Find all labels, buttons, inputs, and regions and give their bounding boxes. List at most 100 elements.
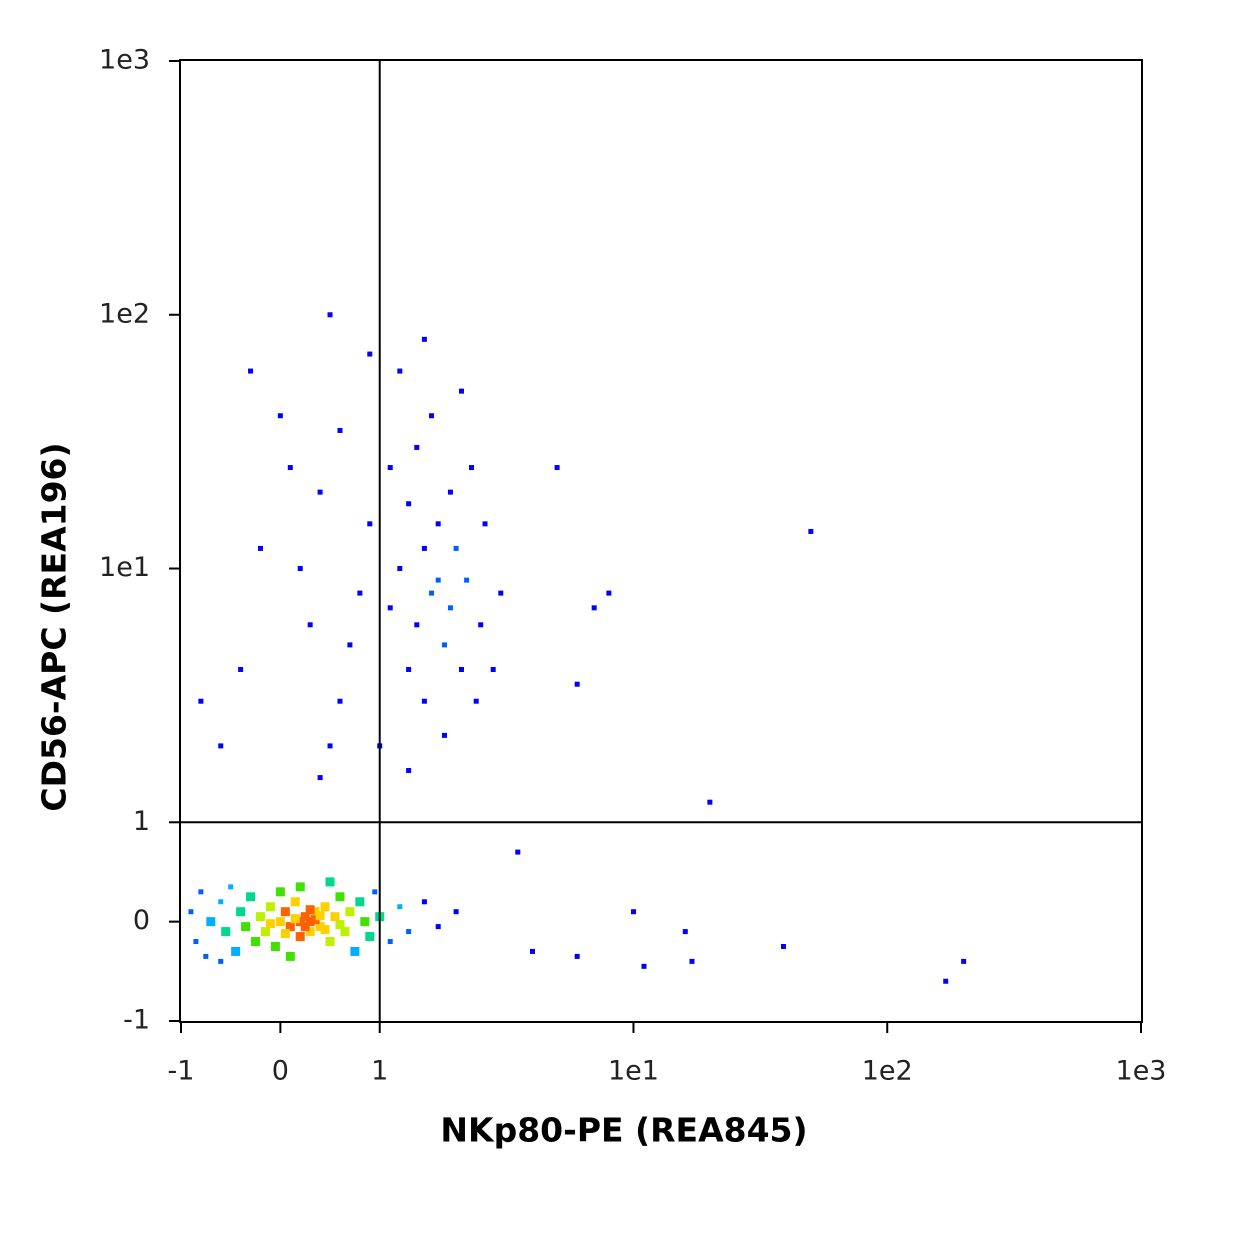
event-dot xyxy=(591,605,597,611)
event-dot xyxy=(305,917,315,927)
event-dot xyxy=(257,545,263,551)
event-dot xyxy=(231,946,241,956)
event-dot xyxy=(203,953,209,959)
event-dot xyxy=(221,927,231,937)
event-dot xyxy=(414,622,420,628)
event-dot xyxy=(228,884,234,890)
event-dot xyxy=(808,528,814,534)
event-dot xyxy=(367,521,373,527)
x-axis-label: NKp80-PE (REA845) xyxy=(440,1111,807,1150)
event-dot xyxy=(515,849,521,855)
event-dot xyxy=(295,917,305,927)
event-dot xyxy=(295,882,305,892)
y-tick-label: 0 xyxy=(133,905,150,936)
y-axis-label: CD56-APC (REA196) xyxy=(35,442,74,811)
event-dot xyxy=(961,958,967,964)
plot-frame xyxy=(179,59,1143,1023)
event-dot xyxy=(280,907,290,917)
event-dot xyxy=(265,919,275,929)
event-dot xyxy=(238,667,244,673)
event-dot xyxy=(317,775,323,781)
event-dot xyxy=(280,929,290,939)
event-dot xyxy=(943,978,949,984)
event-dot xyxy=(347,642,353,648)
event-dot xyxy=(447,605,453,611)
event-dot xyxy=(641,963,647,969)
event-dot xyxy=(315,911,325,921)
event-dot xyxy=(458,388,464,394)
event-dot xyxy=(429,413,435,419)
event-dot xyxy=(218,899,224,905)
event-dot xyxy=(270,941,280,951)
event-dot xyxy=(248,368,254,374)
event-dot xyxy=(218,743,224,749)
event-dot xyxy=(372,889,378,895)
event-dot xyxy=(421,899,427,905)
event-dot xyxy=(193,939,199,945)
event-dot xyxy=(478,622,484,628)
event-dot xyxy=(447,489,453,495)
event-dot xyxy=(345,907,355,917)
event-dot xyxy=(277,413,283,419)
event-dot xyxy=(406,767,412,773)
event-dot xyxy=(355,897,365,907)
event-dot xyxy=(780,943,786,949)
event-dot xyxy=(689,958,695,964)
event-dot xyxy=(453,545,459,551)
event-dot xyxy=(365,932,375,942)
event-dot xyxy=(458,667,464,673)
x-tick-label: 0 xyxy=(272,1056,289,1087)
event-dot xyxy=(337,698,343,704)
event-dot xyxy=(335,920,345,930)
event-dot xyxy=(367,351,373,357)
y-tick-label: 1 xyxy=(133,806,150,837)
event-dot xyxy=(305,905,315,915)
event-dot xyxy=(290,914,300,924)
event-dot xyxy=(529,948,535,954)
x-tick-label: 1e1 xyxy=(608,1056,659,1087)
event-dot xyxy=(406,929,412,935)
event-dot xyxy=(387,465,393,471)
event-dot xyxy=(310,907,320,917)
event-dot xyxy=(441,732,447,738)
event-dot xyxy=(255,912,265,922)
event-dot xyxy=(337,427,343,433)
event-dot xyxy=(287,465,293,471)
event-dot xyxy=(297,566,303,572)
event-dot xyxy=(397,904,403,910)
event-dot xyxy=(335,892,345,902)
event-dot xyxy=(498,590,504,596)
event-dot xyxy=(340,927,350,937)
event-dot xyxy=(305,927,315,937)
event-dot xyxy=(435,521,441,527)
event-dot xyxy=(315,922,325,932)
event-dot xyxy=(251,937,261,947)
event-dot xyxy=(435,924,441,930)
event-dot xyxy=(406,667,412,673)
event-dot xyxy=(295,932,305,942)
event-dot xyxy=(406,501,412,507)
event-dot xyxy=(317,489,323,495)
event-dot xyxy=(357,590,363,596)
event-dot xyxy=(469,465,475,471)
event-dot xyxy=(320,902,330,912)
event-dot xyxy=(707,799,713,805)
event-dot xyxy=(421,545,427,551)
event-dot xyxy=(310,915,320,925)
x-tick-label: 1e2 xyxy=(862,1056,913,1087)
y-tick-label: 1e1 xyxy=(99,552,150,583)
event-dot xyxy=(435,577,441,583)
event-dot xyxy=(325,877,335,887)
event-dot xyxy=(218,958,224,964)
event-dot xyxy=(327,743,333,749)
event-dot xyxy=(188,909,194,915)
event-dot xyxy=(327,312,333,318)
event-dot xyxy=(441,642,447,648)
event-dot xyxy=(482,521,488,527)
event-dot xyxy=(275,917,285,927)
x-tick-label: 1e3 xyxy=(1116,1056,1167,1087)
event-dot xyxy=(490,667,496,673)
event-dot xyxy=(397,566,403,572)
event-dot xyxy=(387,939,393,945)
